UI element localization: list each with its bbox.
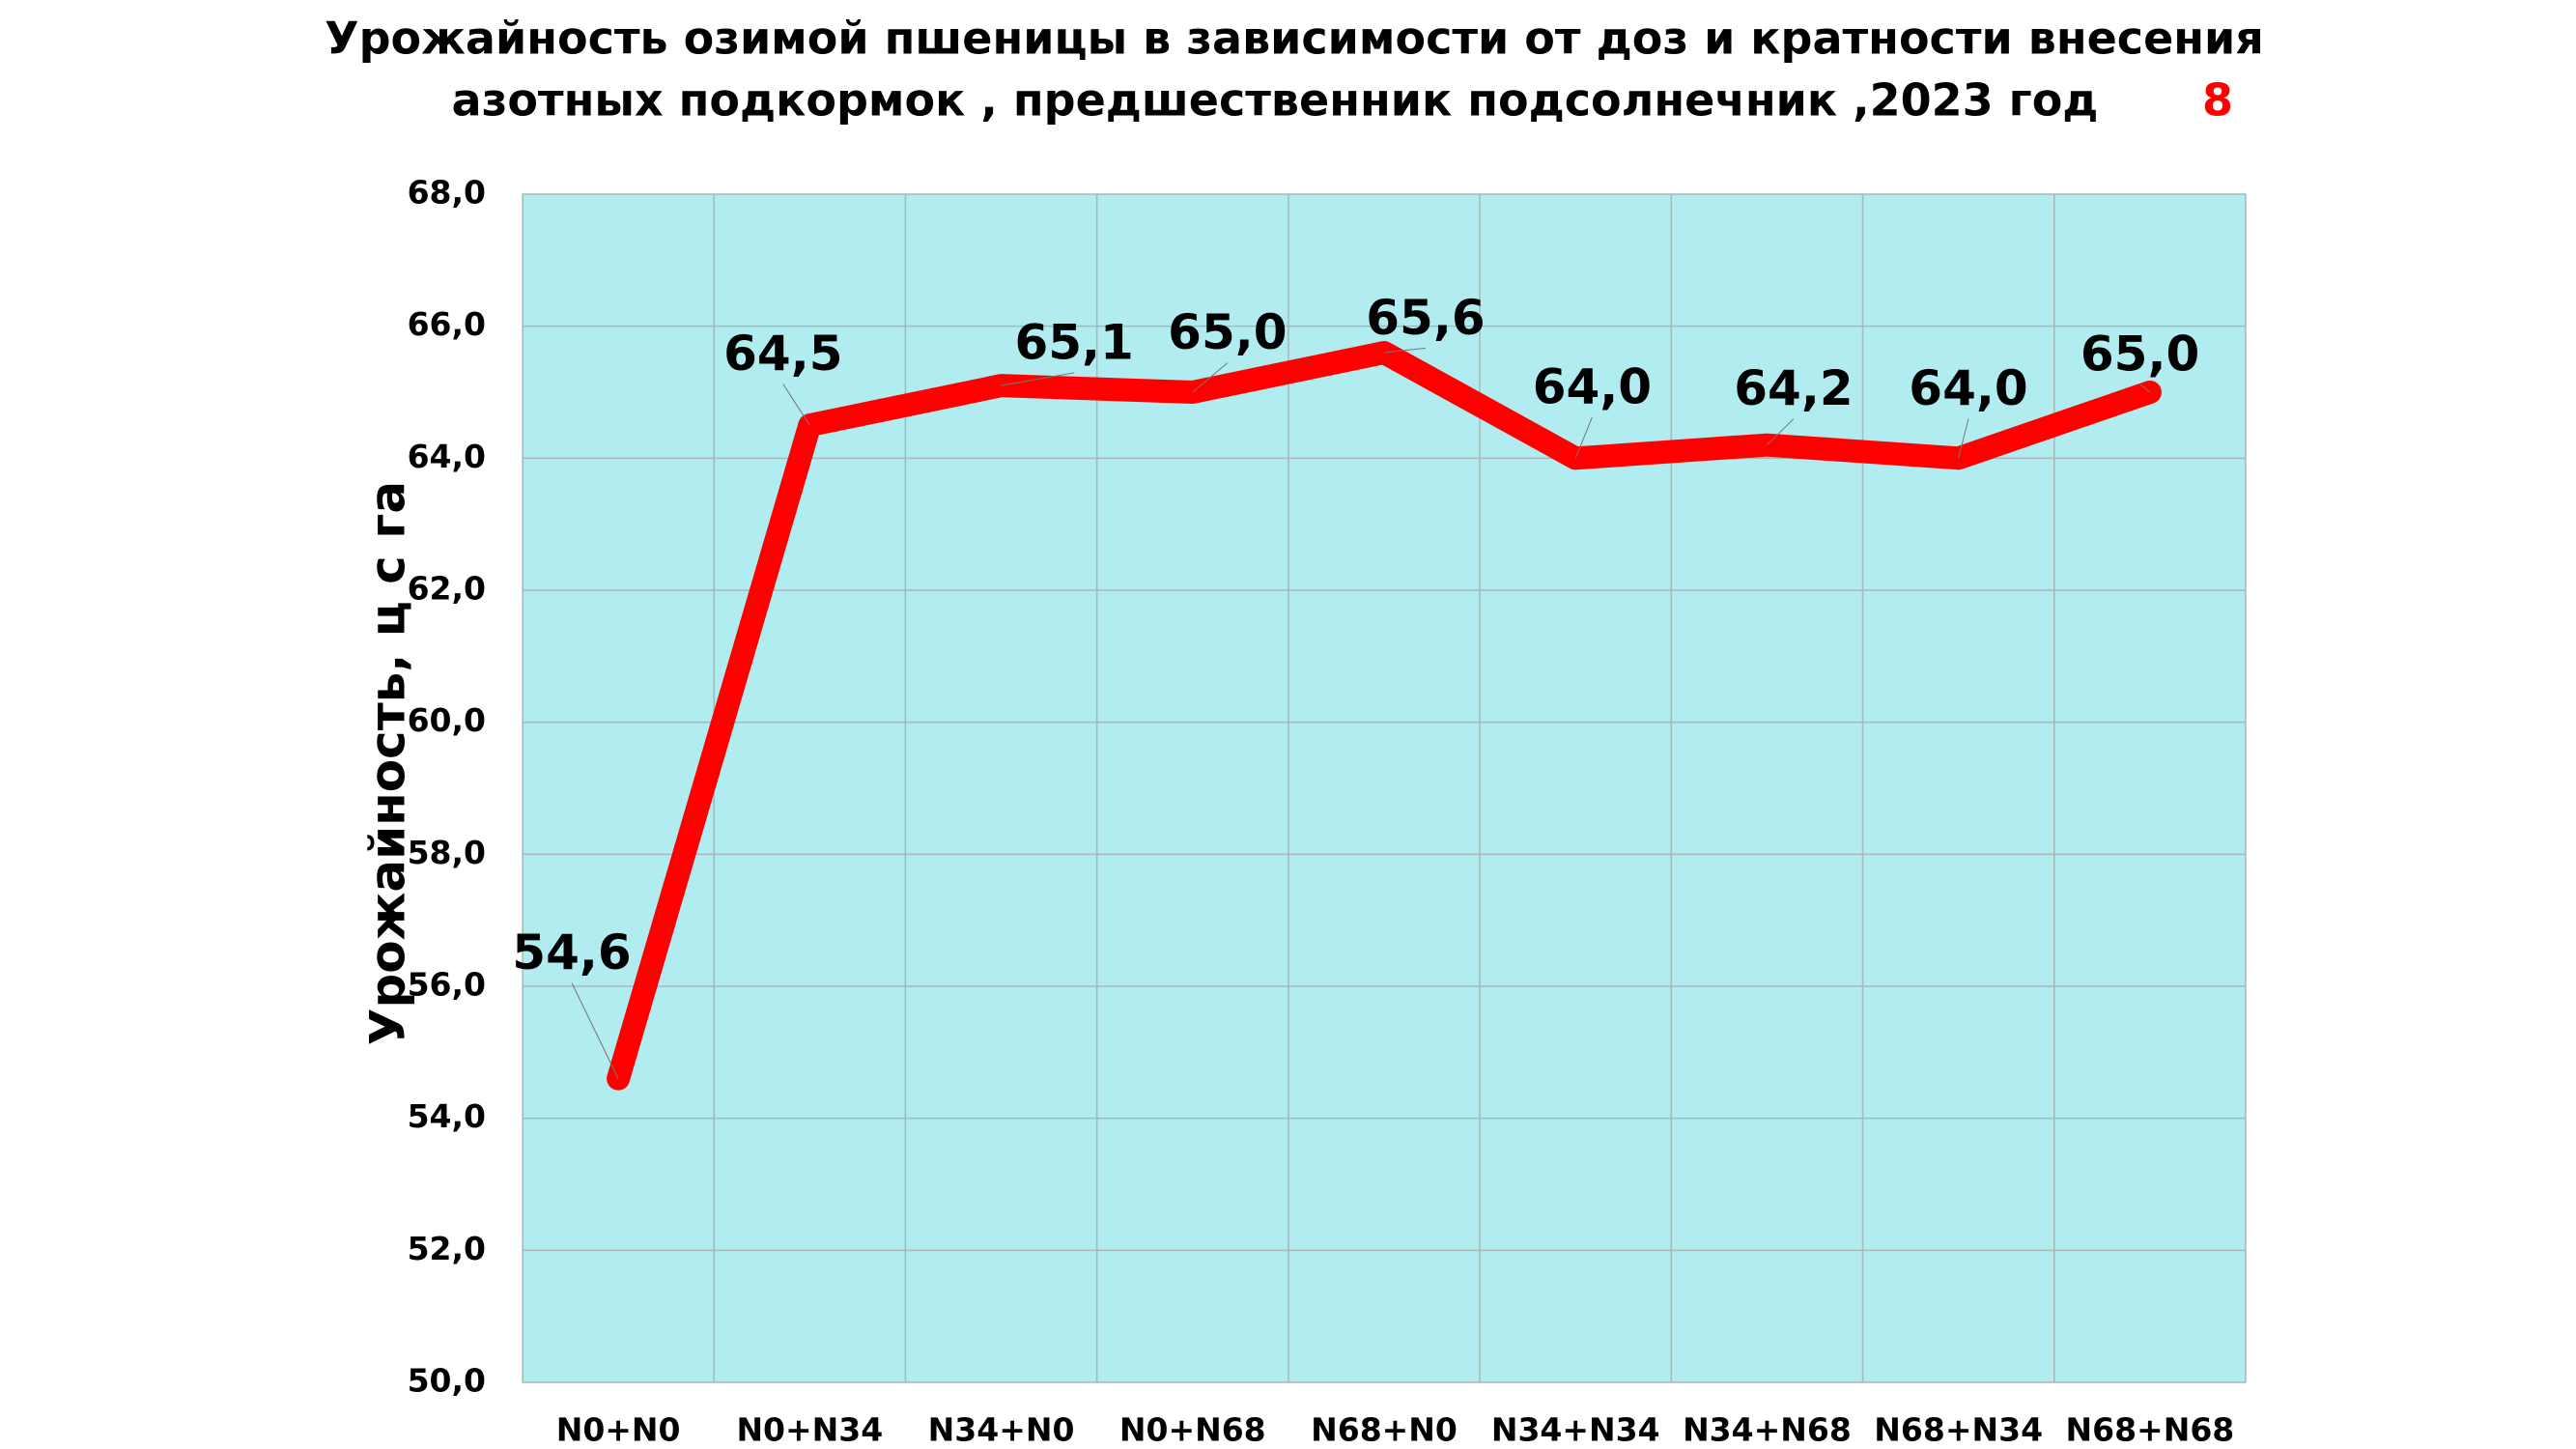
x-tick-label: N68+N34 [1874,1411,2043,1449]
y-tick-label: 68,0 [408,174,486,212]
leader-line [1574,416,1593,459]
data-label: 65,6 [1366,290,1485,346]
leader-line [1192,362,1229,393]
y-tick-label: 66,0 [408,305,486,343]
data-label: 65,1 [1014,314,1133,370]
data-label: 65,0 [1168,304,1287,360]
plot-area [522,193,2247,1383]
data-label: 64,5 [723,326,842,382]
leader-line [571,982,619,1079]
y-tick-label: 52,0 [408,1230,486,1267]
y-tick-label: 58,0 [408,834,486,871]
x-tick-label: N34+N0 [928,1411,1075,1449]
y-tick-label: 64,0 [408,438,486,475]
x-tick-label: N68+N68 [2066,1411,2235,1449]
slide-number: 8 [2202,74,2233,127]
x-tick-label: N34+N34 [1491,1411,1660,1449]
y-tick-label: 56,0 [408,966,486,1004]
y-tick-label: 54,0 [408,1097,486,1135]
x-tick-label: N0+N68 [1119,1411,1266,1449]
leader-line [1001,372,1075,386]
leader-line [1383,347,1427,354]
y-tick-label: 60,0 [408,701,486,739]
x-tick-label: N0+N0 [556,1411,681,1449]
x-tick-label: N68+N0 [1311,1411,1458,1449]
chart-title: азотных подкормок , предшественник подсо… [452,74,2099,127]
data-label: 64,0 [1533,358,1652,414]
data-label: 54,6 [512,924,631,980]
y-tick-label: 62,0 [408,570,486,608]
leader-line [2139,384,2151,393]
x-tick-label: N0+N34 [736,1411,883,1449]
leader-line [1958,418,1969,459]
data-label: 64,2 [1734,360,1853,416]
leader-line [782,384,810,426]
data-label: 65,0 [2081,326,2199,382]
leader-line [1767,418,1795,446]
y-axis-label: Урожайность, ц с га [360,481,416,1045]
x-tick-label: N34+N68 [1683,1411,1852,1449]
chart-title: Урожайность озимой пшеницы в зависимости… [325,13,2264,65]
y-tick-label: 50,0 [408,1362,486,1400]
data-label: 64,0 [1909,360,2027,416]
